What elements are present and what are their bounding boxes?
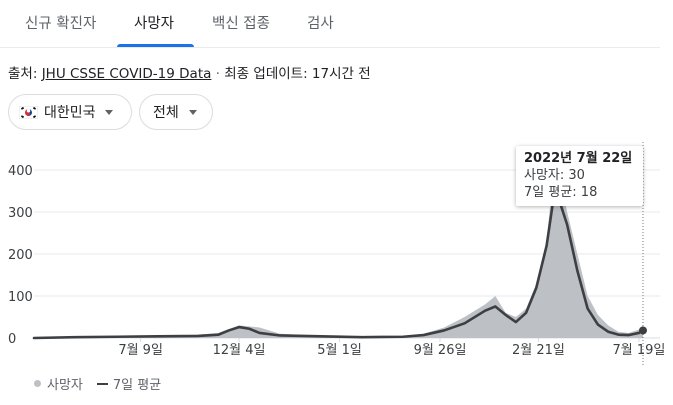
- x-axis-labels: 7월 9일 12월 4일 5월 1일 9월 26일 2월 21일 7월 19일: [118, 338, 665, 358]
- chevron-down-icon: [104, 109, 113, 115]
- source-link[interactable]: JHU CSSE COVID-19 Data: [41, 66, 212, 82]
- source-line: 출처: JHU CSSE COVID-19 Data · 최종 업데이트: 17…: [8, 62, 371, 82]
- y-tick-label: 0: [8, 332, 16, 347]
- tab-new-cases[interactable]: 신규 확진자: [25, 16, 97, 32]
- x-tick-label: 7월 19일: [612, 343, 665, 358]
- tooltip-date: 2022년 7월 22일: [524, 151, 633, 166]
- source-separator: ·: [211, 66, 225, 82]
- x-tick-label: 9월 26일: [414, 343, 467, 358]
- tooltip-deaths: 사망자: 30: [524, 168, 585, 183]
- seven-day-average-line: [32, 198, 645, 340]
- bars-legend-dot-icon: [34, 380, 41, 387]
- region-filter-label: 대한민국: [44, 105, 96, 121]
- tooltip-average: 7일 평균: 18: [524, 185, 598, 200]
- tab-bar: 신규 확진자 사망자 백신 접종 검사: [0, 0, 660, 48]
- chart-legend: 사망자 7일 평균: [34, 374, 161, 393]
- y-tick-label: 200: [8, 248, 33, 263]
- x-tick-label: 12월 4일: [213, 343, 266, 358]
- chart-tooltip: 2022년 7월 22일 사망자: 30 7일 평균: 18: [516, 146, 643, 206]
- tab-tests[interactable]: 검사: [307, 16, 334, 32]
- period-filter-chip[interactable]: 전체: [139, 94, 213, 130]
- legend-deaths-label: 사망자: [47, 378, 83, 393]
- x-tick-label: 5월 1일: [317, 343, 362, 358]
- hover-data-point[interactable]: [639, 326, 647, 335]
- legend-average-label: 7일 평균: [112, 378, 162, 393]
- tab-vaccinations[interactable]: 백신 접종: [212, 16, 270, 32]
- x-tick-label: 2월 21일: [512, 343, 565, 358]
- y-axis-labels: 0 100 200 300 400: [8, 164, 33, 347]
- chevron-down-icon: [188, 109, 197, 115]
- south-korea-flag-icon: [19, 105, 38, 119]
- last-updated-text: 최종 업데이트: 17시간 전: [224, 66, 371, 82]
- deaths-bars: [34, 174, 643, 338]
- deaths-chart[interactable]: 0 100 200 300 400 7월 9일 12월 4일 5월 1일 9월 26일 2월 2…: [0, 140, 673, 365]
- period-filter-label: 전체: [153, 105, 179, 121]
- y-tick-label: 300: [8, 206, 33, 221]
- y-tick-label: 400: [8, 164, 33, 179]
- source-prefix: 출처:: [8, 66, 42, 82]
- tab-deaths[interactable]: 사망자: [134, 16, 175, 32]
- active-tab-indicator: [117, 44, 194, 47]
- region-filter-chip[interactable]: 대한민국: [8, 94, 132, 130]
- y-tick-label: 100: [8, 290, 33, 305]
- x-tick-label: 7월 9일: [118, 343, 163, 358]
- line-legend-icon: [96, 382, 108, 385]
